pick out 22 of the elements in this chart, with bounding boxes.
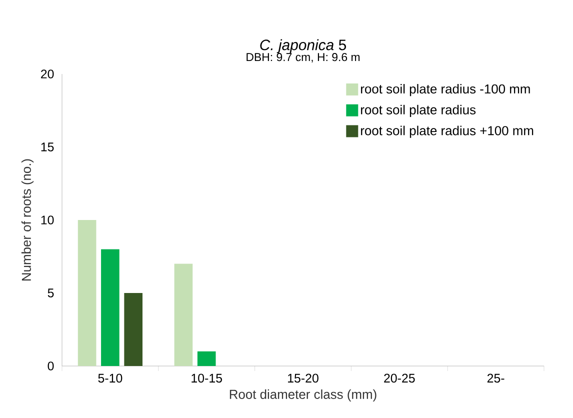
legend-label: root soil plate radius -100 mm bbox=[361, 84, 530, 96]
y-tick-label: 0 bbox=[48, 362, 54, 370]
bar bbox=[101, 249, 120, 366]
bar bbox=[197, 351, 216, 366]
chart-title: C. japonica 5 bbox=[260, 39, 346, 54]
bar bbox=[174, 264, 193, 366]
y-tick-label: 10 bbox=[41, 216, 54, 224]
x-tick-label: 5-10 bbox=[98, 374, 122, 383]
y-tick-label: 20 bbox=[41, 70, 54, 78]
y-tick-label: 5 bbox=[48, 288, 54, 298]
x-axis-title: Root diameter class (mm) bbox=[230, 389, 376, 402]
x-tick-label: 20-25 bbox=[384, 374, 415, 383]
legend-label: root soil plate radius +100 mm bbox=[361, 126, 534, 138]
y-axis-title: Number of roots (no.) bbox=[21, 159, 34, 280]
y-tick-label: 15 bbox=[41, 142, 54, 152]
legend-label: root soil plate radius bbox=[361, 104, 476, 117]
bar bbox=[124, 293, 142, 366]
x-tick-label: 15-20 bbox=[288, 374, 318, 383]
x-tick-label: 10-15 bbox=[192, 374, 222, 383]
chart-subtitle: DBH: 9.7 cm, H: 9.6 m bbox=[246, 53, 360, 63]
x-tick-label: 25- bbox=[487, 374, 504, 383]
bar bbox=[78, 220, 96, 366]
